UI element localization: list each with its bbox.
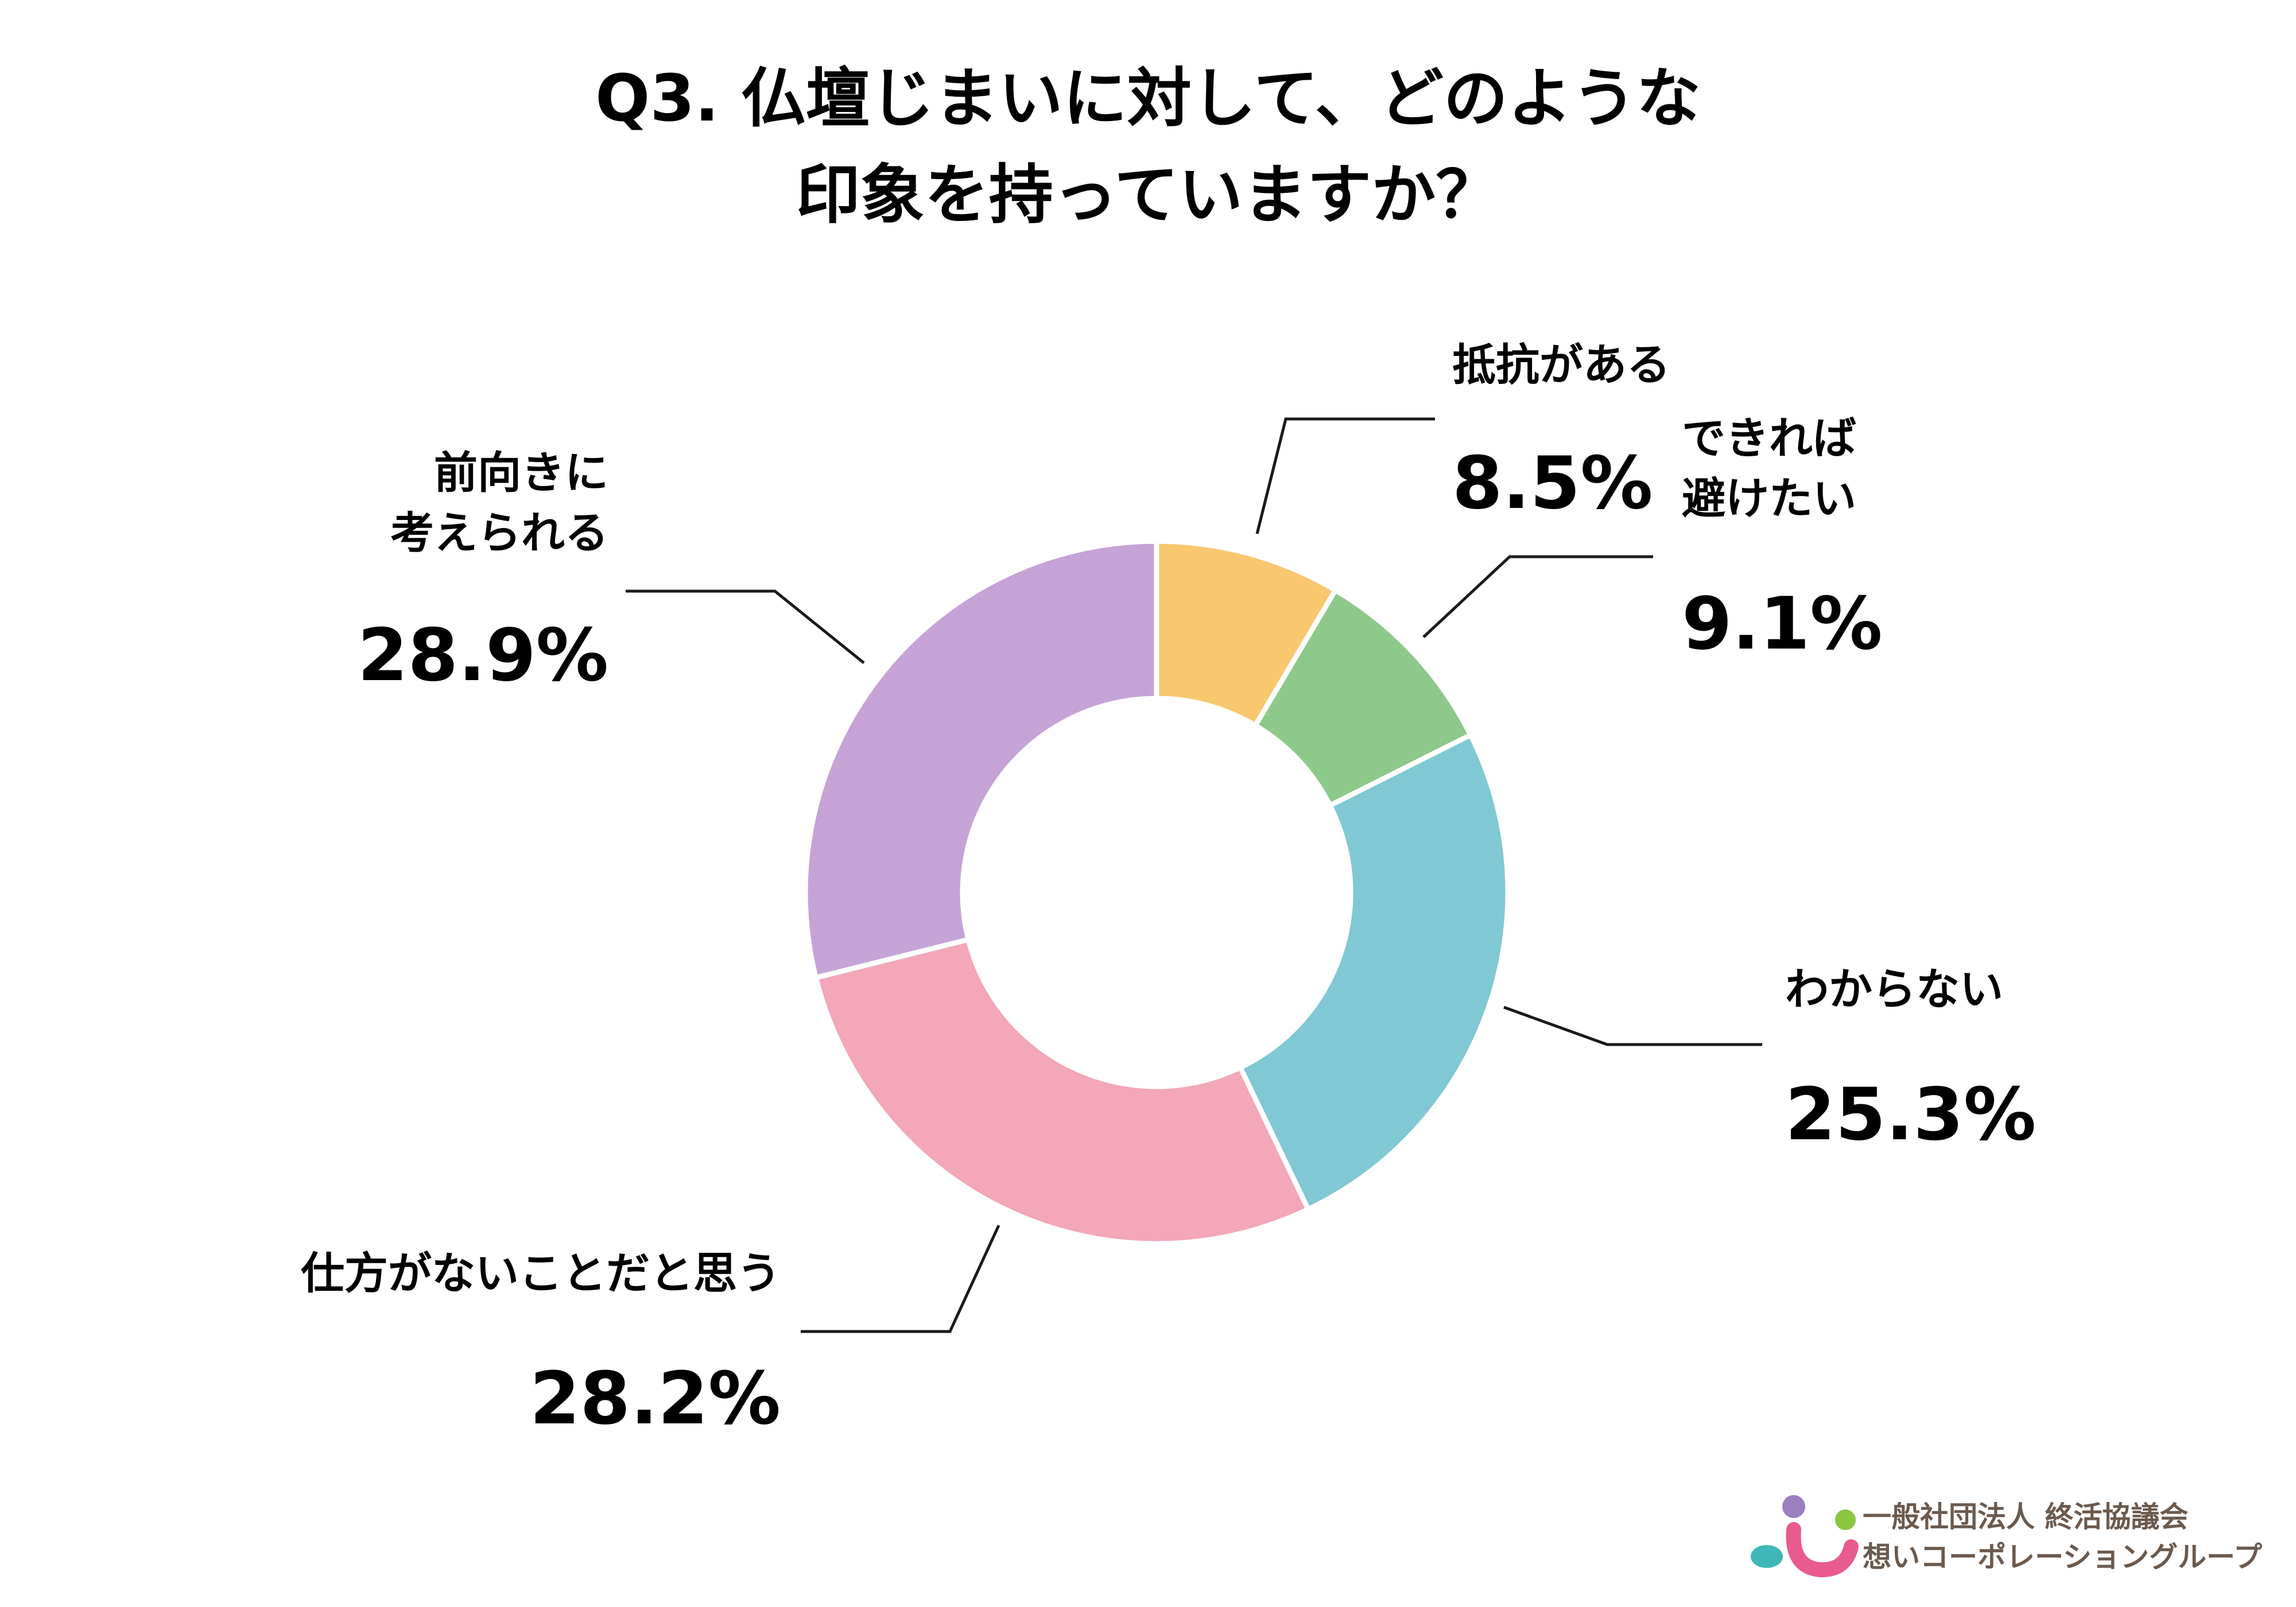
leader-line-slice-2 xyxy=(1422,555,1653,638)
slice-label-5-line-2: 考えられる xyxy=(390,507,608,558)
slice-label-1: 抵抗がある xyxy=(1452,339,1670,390)
logo-text-line-1: 一般社団法人 終活協議会 xyxy=(1863,1500,2188,1534)
donut-slice-4 xyxy=(813,937,1311,1247)
slice-label-2-line-1: できれば xyxy=(1682,413,1856,464)
leader-lines xyxy=(626,417,1762,1333)
leader-line-slice-4 xyxy=(801,1224,1000,1333)
logo-dot-green xyxy=(1835,1509,1856,1530)
slice-value-1: 8.5% xyxy=(1452,441,1653,525)
logo-smile-arc xyxy=(1786,1522,1859,1578)
organization-logo: 一般社団法人 終活協議会 想いコーポレーショングループ xyxy=(1751,1495,2262,1578)
slice-label-3: わからない xyxy=(1785,964,2003,1015)
chart-title-line-1: Q3. 仏壇じまいに対して、どのような xyxy=(595,61,1701,136)
donut-slice-3 xyxy=(1238,732,1511,1212)
leader-line-slice-3 xyxy=(1503,1006,1762,1046)
slice-value-2: 9.1% xyxy=(1682,581,1882,666)
donut-slices xyxy=(802,538,1511,1247)
slice-value-3: 25.3% xyxy=(1785,1072,2036,1156)
logo-text-line-2: 想いコーポレーショングループ xyxy=(1863,1540,2262,1574)
logo-dot-teal xyxy=(1751,1545,1783,1568)
leader-line-slice-1 xyxy=(1255,417,1435,534)
donut-slice-5 xyxy=(802,538,1159,980)
logo-dot-purple xyxy=(1782,1495,1805,1518)
slice-value-4: 28.2% xyxy=(530,1356,781,1441)
chart-title-line-2: 印象を持っていますか？ xyxy=(796,158,1500,232)
slice-label-5-line-1: 前向きに xyxy=(434,447,608,498)
slice-value-5: 28.9% xyxy=(358,613,608,697)
slice-label-2-line-2: 避けたい xyxy=(1682,473,1856,524)
slice-label-4: 仕方がないことだと思う xyxy=(301,1248,781,1299)
leader-line-slice-5 xyxy=(626,589,865,664)
